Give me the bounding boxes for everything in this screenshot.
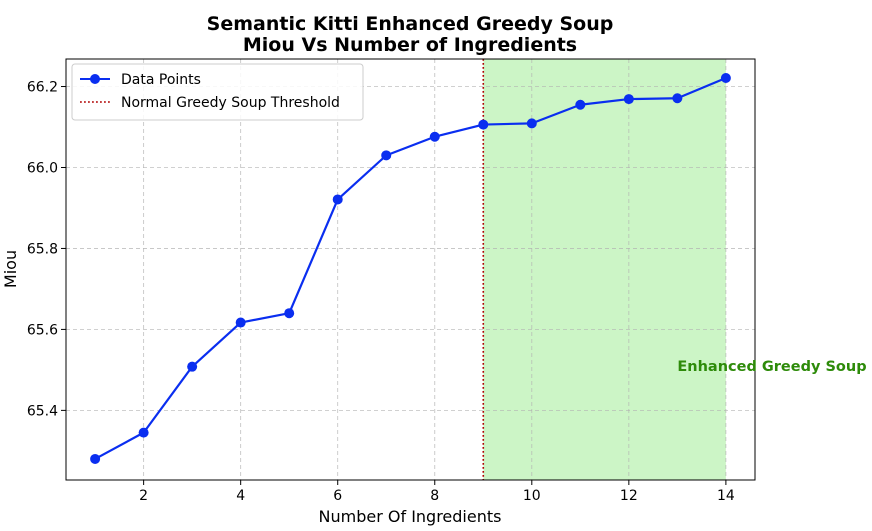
y-tick-label: 65.8 bbox=[27, 241, 58, 257]
y-axis-label: Miou bbox=[1, 250, 20, 288]
legend-label-threshold: Normal Greedy Soup Threshold bbox=[121, 95, 340, 111]
series-line bbox=[94, 77, 727, 460]
data-point bbox=[187, 361, 198, 372]
y-tick-label: 65.6 bbox=[27, 322, 58, 338]
chart-title-line1: Semantic Kitti Enhanced Greedy Soup bbox=[207, 13, 614, 35]
x-tick-label: 12 bbox=[620, 488, 638, 504]
legend-label-data-points: Data Points bbox=[121, 72, 201, 88]
x-tick-label: 8 bbox=[430, 488, 439, 504]
series-data-points bbox=[90, 73, 731, 464]
x-tick-label: 10 bbox=[523, 488, 541, 504]
axis-ticks: 2 4 6 8 10 12 14 65.4 65.6 65.8 66.0 66.2 bbox=[27, 80, 735, 504]
data-point bbox=[575, 99, 586, 110]
y-tick-label: 66.0 bbox=[27, 160, 58, 176]
legend-marker-data-points bbox=[90, 74, 100, 84]
data-point bbox=[429, 131, 440, 142]
x-axis-label: Number Of Ingredients bbox=[319, 507, 502, 526]
legend: Data Points Normal Greedy Soup Threshold bbox=[71, 63, 364, 121]
x-tick-label: 2 bbox=[139, 488, 148, 504]
shaded-region bbox=[483, 59, 726, 480]
y-tick-label: 66.2 bbox=[27, 80, 58, 96]
data-point bbox=[720, 73, 731, 84]
data-point bbox=[672, 93, 683, 104]
data-point bbox=[332, 194, 343, 205]
data-point bbox=[284, 308, 295, 319]
x-tick-label: 6 bbox=[333, 488, 342, 504]
data-point bbox=[138, 427, 149, 438]
annotation-enhanced-greedy-soup: Enhanced Greedy Soup bbox=[677, 359, 866, 375]
plot-frame bbox=[65, 58, 756, 481]
x-tick-label: 4 bbox=[236, 488, 245, 504]
data-point bbox=[623, 94, 634, 105]
data-point bbox=[90, 453, 101, 464]
legend-box bbox=[71, 63, 364, 121]
x-tick-label: 14 bbox=[717, 488, 735, 504]
data-point bbox=[526, 118, 537, 129]
y-tick-label: 65.4 bbox=[27, 403, 58, 419]
chart-title-line2: Miou Vs Number of Ingredients bbox=[243, 34, 577, 56]
data-point bbox=[235, 317, 246, 328]
data-point bbox=[478, 119, 489, 130]
data-point bbox=[381, 150, 392, 161]
